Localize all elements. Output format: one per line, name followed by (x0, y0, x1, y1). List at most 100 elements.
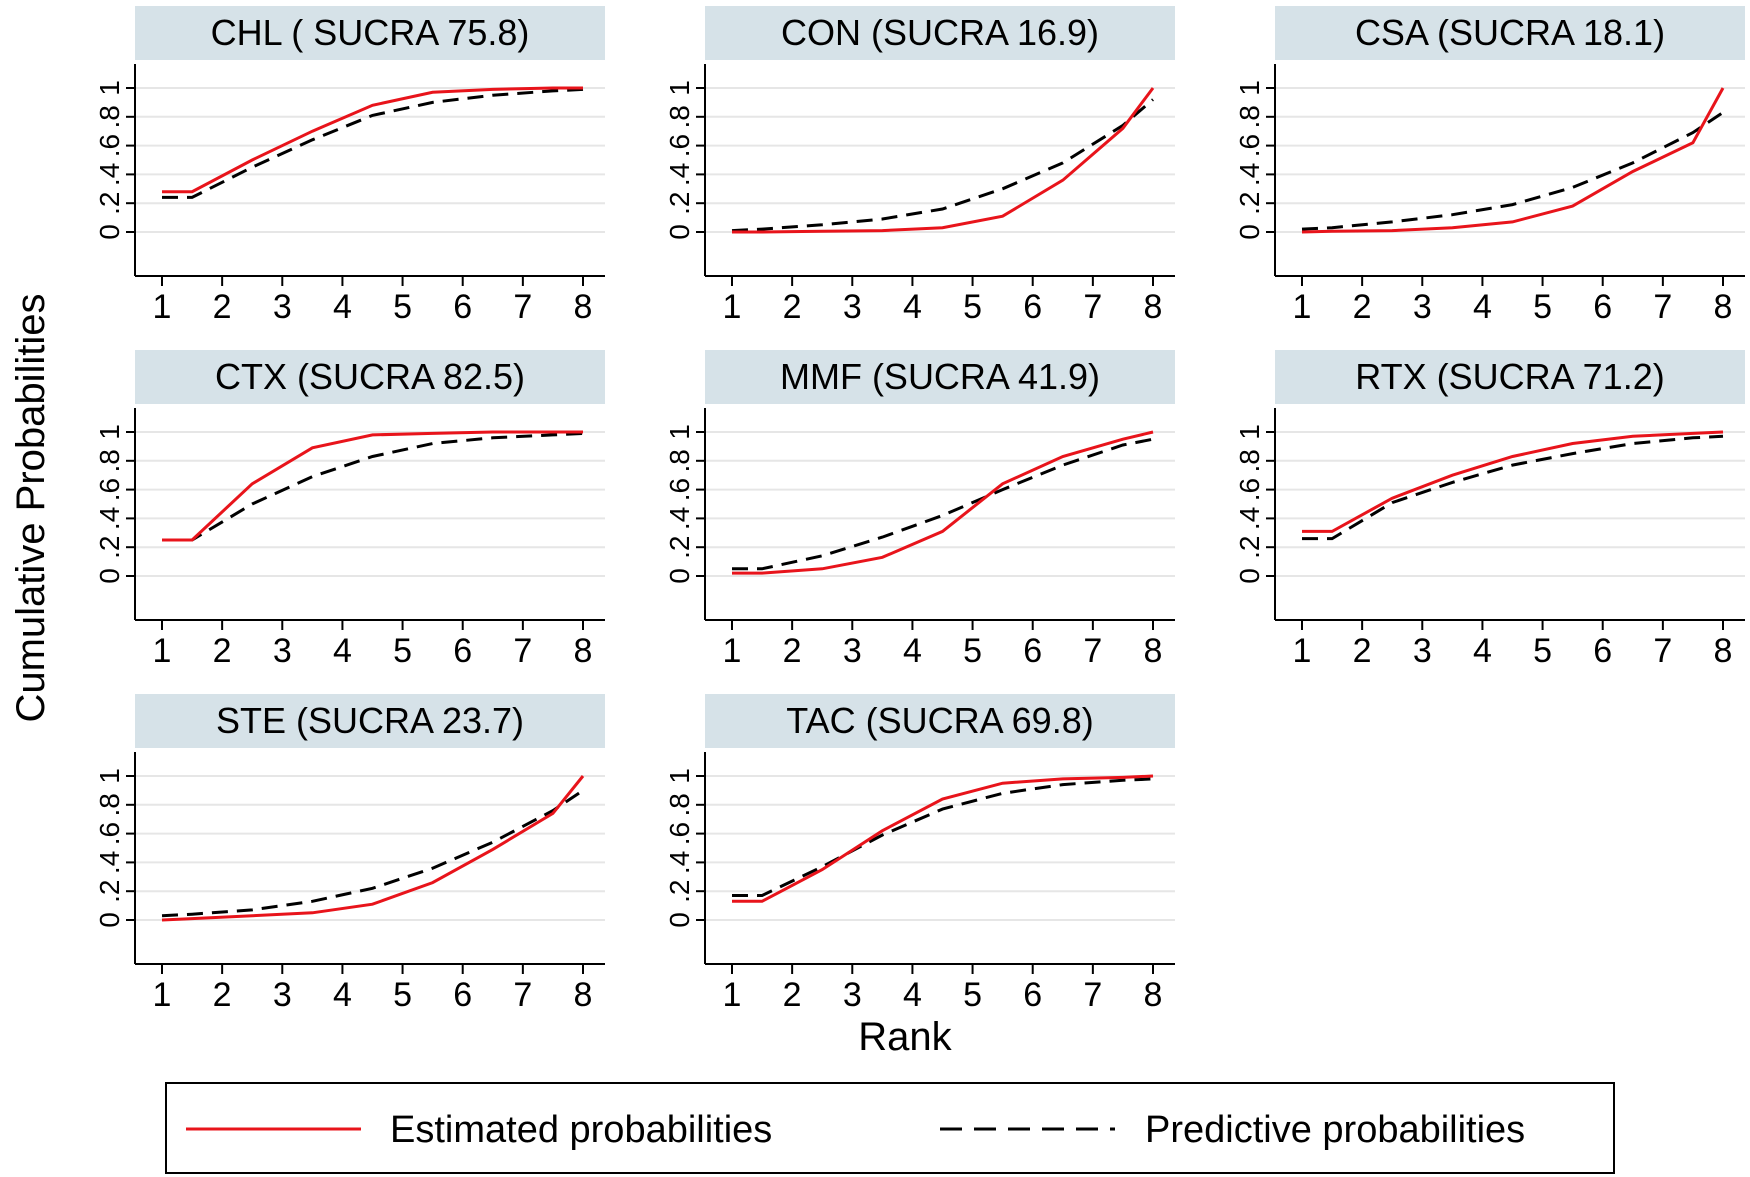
y-tick-label: 1 (664, 768, 695, 784)
y-tick-label: 1 (94, 424, 125, 440)
plot-area: 0 .2 .4 .6 .8 1 1 2 3 4 5 6 7 8 (94, 408, 605, 670)
x-tick-label: 8 (1144, 976, 1163, 1014)
x-tick-label: 6 (453, 288, 472, 326)
x-tick-label: 6 (453, 976, 472, 1014)
x-tick-label: 2 (1353, 288, 1372, 326)
y-axis-label: Cumulative Probabilities (9, 293, 53, 722)
series-predictive-line (161, 789, 584, 918)
y-tick-label: .8 (1234, 449, 1265, 472)
x-tick-label: 4 (333, 288, 352, 326)
x-tick-label: 1 (1293, 632, 1312, 670)
series-predictive-line (1302, 434, 1724, 541)
panel-title: STE (SUCRA 23.7) (216, 700, 524, 741)
panel-title: CHL ( SUCRA 75.8) (211, 12, 530, 53)
panel-header (705, 6, 1175, 60)
x-tick-label: 1 (723, 976, 742, 1014)
y-tick-label: .6 (664, 822, 695, 845)
x-tick-label: 6 (1023, 288, 1042, 326)
series-estimated-line (732, 774, 1154, 903)
y-tick-label: .8 (94, 105, 125, 128)
series-predictive-line (731, 98, 1154, 233)
y-tick-label: .2 (94, 192, 125, 215)
panel-8: TAC (SUCRA 69.8) 0 .2 .4 .6 .8 1 1 2 3 4 5 6 7 8 (664, 694, 1175, 1014)
y-tick-label: .8 (664, 793, 695, 816)
x-tick-label: 4 (903, 976, 922, 1014)
x-tick-label: 5 (1533, 288, 1552, 326)
x-tick-label: 1 (1293, 288, 1312, 326)
y-tick-label: .4 (664, 851, 695, 874)
series-predictive-line (162, 431, 584, 542)
y-tick-label: .2 (664, 536, 695, 559)
x-tick-label: 1 (153, 976, 172, 1014)
y-tick-label: .6 (94, 478, 125, 501)
y-tick-label: .6 (1234, 134, 1265, 157)
plot-area: 0 .2 .4 .6 .8 1 1 2 3 4 5 6 7 8 (664, 752, 1175, 1014)
y-tick-label: .6 (664, 134, 695, 157)
x-tick-label: 5 (963, 632, 982, 670)
x-tick-label: 7 (1653, 288, 1672, 326)
series-predictive-line (732, 437, 1154, 571)
y-tick-label: .8 (94, 793, 125, 816)
y-tick-label: 0 (664, 912, 695, 928)
y-tick-label: 0 (1234, 568, 1265, 584)
x-tick-label: 3 (273, 976, 292, 1014)
y-tick-label: .2 (664, 192, 695, 215)
x-tick-label: 3 (843, 632, 862, 670)
x-tick-label: 4 (1473, 288, 1492, 326)
x-tick-label: 5 (1533, 632, 1552, 670)
y-tick-label: 0 (94, 224, 125, 240)
panel-header (1275, 6, 1745, 60)
y-tick-label: .2 (94, 880, 125, 903)
x-tick-label: 6 (1023, 632, 1042, 670)
x-tick-label: 7 (1653, 632, 1672, 670)
x-tick-label: 4 (333, 632, 352, 670)
y-tick-label: .6 (94, 134, 125, 157)
panel-1: CHL ( SUCRA 75.8) 0 .2 .4 .6 .8 1 1 2 3 4 5 6 7 8 (94, 6, 605, 326)
y-tick-label: 1 (94, 80, 125, 96)
panel-5: MMF (SUCRA 41.9) 0 .2 .4 .6 .8 1 1 2 3 4 5 6 7 8 (664, 350, 1175, 670)
y-tick-label: .8 (1234, 105, 1265, 128)
y-tick-label: 0 (1234, 224, 1265, 240)
x-tick-label: 5 (393, 976, 412, 1014)
legend-box (165, 1082, 1615, 1174)
x-tick-label: 1 (723, 632, 742, 670)
x-tick-label: 8 (574, 288, 593, 326)
x-tick-label: 2 (783, 976, 802, 1014)
y-tick-label: .8 (664, 105, 695, 128)
x-tick-label: 1 (153, 632, 172, 670)
x-tick-label: 4 (333, 976, 352, 1014)
legend: Estimated probabilities Predictive proba… (165, 1082, 1615, 1174)
x-tick-label: 6 (1593, 288, 1612, 326)
y-tick-label: .6 (1234, 478, 1265, 501)
y-tick-label: 0 (664, 224, 695, 240)
y-tick-label: 1 (664, 80, 695, 96)
x-tick-label: 8 (1714, 288, 1733, 326)
x-tick-label: 8 (574, 976, 593, 1014)
y-tick-label: .4 (94, 851, 125, 874)
x-tick-label: 3 (273, 632, 292, 670)
x-tick-label: 5 (393, 288, 412, 326)
y-tick-label: .4 (1234, 163, 1265, 186)
panel-7: STE (SUCRA 23.7) 0 .2 .4 .6 .8 1 1 2 3 4 5 6 7 8 (94, 694, 605, 1014)
x-tick-label: 5 (963, 288, 982, 326)
plot-area: 0 .2 .4 .6 .8 1 1 2 3 4 5 6 7 8 (664, 408, 1175, 670)
series-predictive-line (1301, 111, 1724, 231)
panel-header (135, 6, 605, 60)
y-tick-label: 0 (664, 568, 695, 584)
plot-area: 0 .2 .4 .6 .8 1 1 2 3 4 5 6 7 8 (94, 64, 605, 326)
panel-header (135, 350, 605, 404)
x-tick-label: 5 (963, 976, 982, 1014)
series-predictive-line (732, 777, 1154, 897)
x-tick-label: 7 (1083, 288, 1102, 326)
x-tick-label: 4 (903, 632, 922, 670)
x-tick-label: 8 (1144, 632, 1163, 670)
y-tick-label: .4 (1234, 507, 1265, 530)
series-estimated-line (1301, 87, 1725, 234)
plot-area: 0 .2 .4 .6 .8 1 1 2 3 4 5 6 7 8 (1234, 64, 1745, 326)
y-tick-label: 1 (94, 768, 125, 784)
series-estimated-line (161, 775, 585, 922)
x-tick-label: 2 (783, 632, 802, 670)
panel-header (705, 350, 1175, 404)
y-tick-label: .4 (94, 163, 125, 186)
x-tick-label: 5 (393, 632, 412, 670)
